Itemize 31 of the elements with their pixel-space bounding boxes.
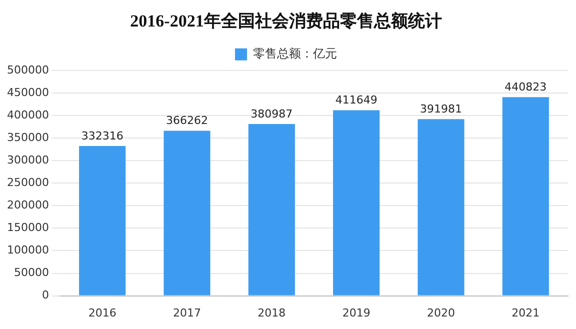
- x-tick-label: 2017: [172, 306, 201, 320]
- y-tick-label: 50000: [14, 266, 49, 280]
- bar: [502, 97, 549, 296]
- data-label: 411649: [335, 94, 378, 107]
- x-tick-label: 2018: [258, 306, 286, 320]
- chart-title: 2016-2021年全国社会消费品零售总额统计: [130, 12, 442, 31]
- y-tick-label: 100000: [6, 244, 49, 257]
- y-tick-label: 0: [42, 288, 49, 302]
- data-label: 440823: [504, 80, 547, 94]
- y-tick-label: 150000: [6, 221, 49, 234]
- data-label: 380987: [250, 107, 293, 120]
- x-tick-label: 2019: [342, 306, 370, 320]
- data-label: 391981: [420, 102, 462, 116]
- x-tick-label: 2016: [88, 306, 116, 320]
- y-tick-label: 400000: [6, 108, 49, 122]
- data-label: 366262: [166, 114, 208, 128]
- y-tick-label: 350000: [6, 130, 49, 144]
- x-tick-label: 2020: [427, 306, 455, 320]
- bar: [333, 110, 380, 296]
- y-tick-label: 250000: [6, 176, 49, 189]
- bar: [418, 119, 464, 296]
- data-label: 332316: [81, 129, 124, 142]
- legend-label: 零售总额：亿元: [253, 46, 337, 61]
- y-tick-label: 300000: [6, 153, 49, 166]
- y-tick-label: 450000: [6, 86, 49, 99]
- x-tick-label: 2021: [512, 306, 540, 320]
- bar: [248, 124, 295, 296]
- bar: [164, 130, 210, 296]
- y-tick-label: 200000: [6, 198, 49, 212]
- bar: [79, 146, 126, 296]
- y-tick-label: 500000: [6, 63, 49, 76]
